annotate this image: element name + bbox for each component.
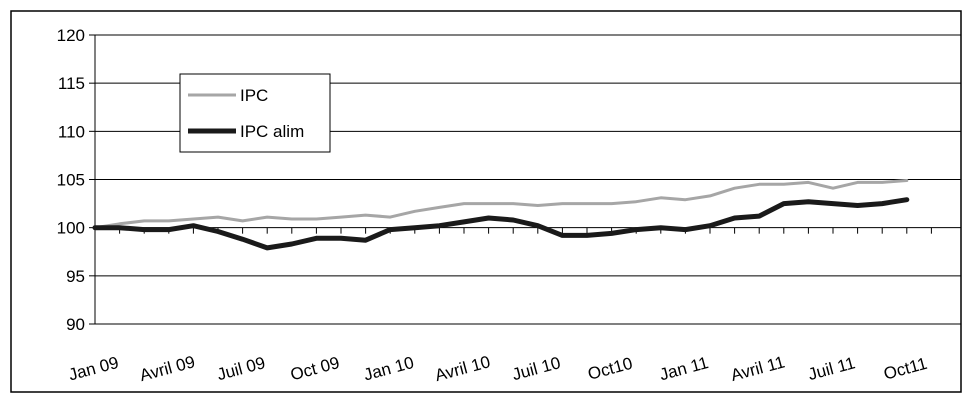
y-tick-label-115: 115 <box>58 74 85 93</box>
legend-label-ipc-alim: IPC alim <box>240 122 304 141</box>
y-tick-label-100: 100 <box>57 219 85 238</box>
y-tick-label-95: 95 <box>66 267 85 286</box>
legend-box <box>179 73 331 153</box>
y-tick-label-120: 120 <box>57 26 85 45</box>
series-group <box>92 179 910 251</box>
y-tick-label-90: 90 <box>66 315 85 334</box>
y-axis: 90 95 100 105 110 115 120 <box>57 26 96 334</box>
y-tick-label-110: 110 <box>58 122 85 141</box>
legend-label-ipc: IPC <box>240 86 268 105</box>
y-tick-label-105: 105 <box>57 171 85 190</box>
series-line-ipc <box>93 179 909 230</box>
series-line-ipc-alim <box>92 197 910 251</box>
legend: IPC IPC alim <box>179 73 331 153</box>
